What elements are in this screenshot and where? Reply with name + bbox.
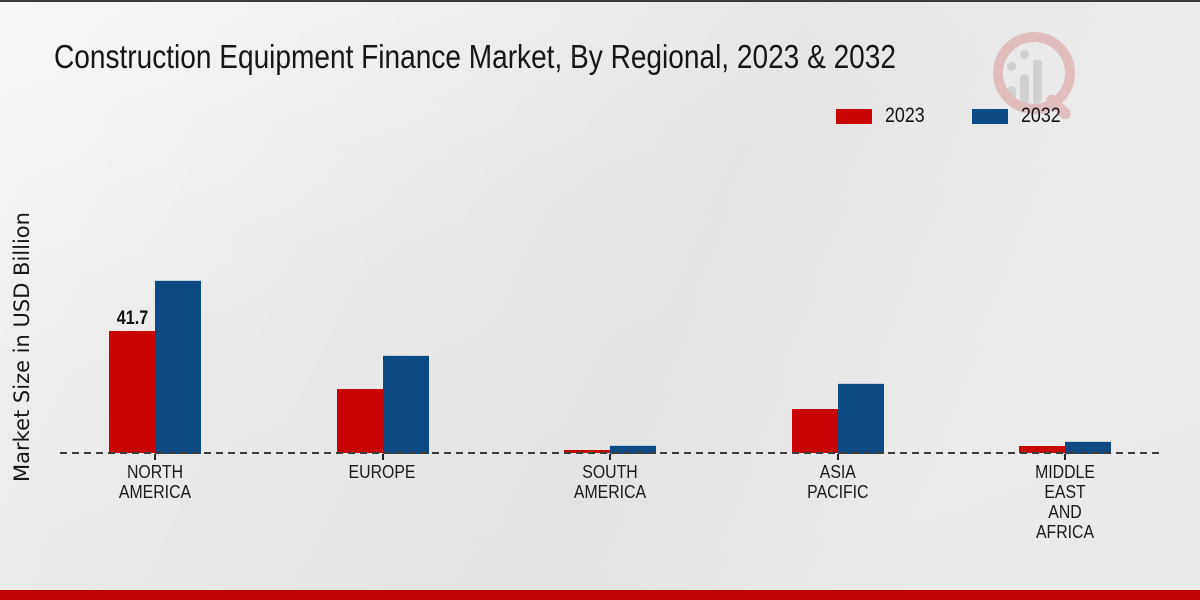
legend: 2023 2032 xyxy=(836,104,1067,128)
x-axis-category-label: ASIA PACIFIC xyxy=(806,462,869,502)
legend-item-2032: 2032 xyxy=(971,104,1068,128)
bar-2032-north-america xyxy=(155,280,201,454)
x-axis-category-label: NORTH AMERICA xyxy=(118,462,192,502)
x-axis-category-label: MIDDLE EAST AND AFRICA xyxy=(1035,462,1095,542)
x-axis-tick xyxy=(836,454,839,460)
mrfr-logo-watermark xyxy=(985,30,1095,140)
x-axis-line xyxy=(60,452,1160,454)
bar-2023-middle-east-and-africa xyxy=(1019,446,1065,453)
bar-2023-europe xyxy=(336,389,383,453)
data-label-2023: 41.7 xyxy=(116,308,148,329)
chart-title: Construction Equipment Finance Market, B… xyxy=(54,38,1045,76)
legend-item-2023: 2023 xyxy=(836,104,932,128)
legend-label-2032: 2032 xyxy=(1020,104,1061,127)
footer-red-band xyxy=(0,590,1200,600)
chart-title-text: Construction Equipment Finance Market, B… xyxy=(54,38,896,75)
magnifier-icon xyxy=(993,32,1075,114)
bar-2032-asia-pacific xyxy=(837,383,884,454)
bar-2023-north-america xyxy=(109,331,155,453)
legend-swatch-2023 xyxy=(836,108,872,124)
bar-2032-europe xyxy=(382,355,429,454)
bar-2032-south-america xyxy=(610,445,656,454)
x-axis-category-label: SOUTH AMERICA xyxy=(573,462,647,502)
legend-label-2023: 2023 xyxy=(885,104,925,127)
x-axis-tick xyxy=(1064,454,1066,460)
x-axis-tick xyxy=(154,454,156,460)
x-axis-tick xyxy=(381,454,384,460)
legend-swatch-2032 xyxy=(971,108,1008,124)
bar-2023-south-america xyxy=(564,450,610,453)
bar-2032-middle-east-and-africa xyxy=(1065,441,1111,454)
bar-2023-asia-pacific xyxy=(791,409,838,453)
x-axis-category-label: EUROPE xyxy=(349,462,416,482)
x-axis-tick xyxy=(609,454,611,460)
